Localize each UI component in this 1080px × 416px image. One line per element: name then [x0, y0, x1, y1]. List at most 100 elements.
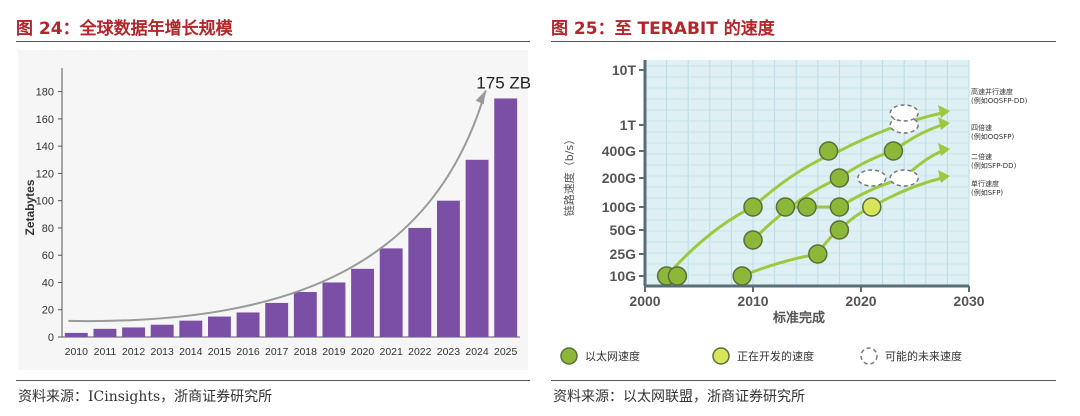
- bar-2010: [64, 332, 88, 337]
- trend-arrow-head: [938, 170, 950, 183]
- x-tick-label: 2021: [380, 346, 404, 358]
- x-tick-label: 2016: [236, 346, 260, 358]
- legend-label: 可能的未来速度: [885, 349, 962, 363]
- y-tick-label: 20: [42, 305, 54, 317]
- y-tick-label: 180: [36, 87, 54, 99]
- annotation-sublabel: (例如OQSFP-DD): [971, 96, 1028, 105]
- y-tick-label: 140: [36, 141, 54, 153]
- y-tick-label: 100: [36, 196, 54, 208]
- y-tick-label: 50G: [610, 222, 637, 238]
- left-title-rule: [16, 41, 530, 42]
- point-possible-200G: [857, 169, 887, 187]
- growth-trend-arrow: [68, 90, 487, 323]
- x-tick-label: 2015: [208, 346, 232, 358]
- right-source-text: 资料来源：以太网联盟，浙商证券研究所: [553, 389, 805, 405]
- bar-2013: [150, 324, 174, 337]
- y-tick-label: 400G: [602, 143, 636, 159]
- point-existing-25G: [808, 244, 828, 264]
- left-figure-panel: 图 24：全球数据年增长规模 0 20 40 60 80 100 120 140 160 180 Z…: [0, 0, 530, 416]
- y-tick-label: 1T: [620, 117, 637, 133]
- x-tick-label: 2023: [437, 346, 461, 358]
- left-source-text: 资料来源：ICinsights，浙商证券研究所: [18, 389, 273, 405]
- x-tick-label: 2011: [94, 346, 117, 358]
- x-tick-label: 2020: [351, 346, 375, 358]
- point-existing-100G: [829, 197, 850, 217]
- right-figure-title: 图 25：至 TERABIT 的速度: [551, 19, 775, 39]
- y-tick-label: 200G: [602, 170, 636, 186]
- y-tick-label: 160: [36, 114, 54, 126]
- bar-2020: [351, 268, 375, 337]
- bar-2021: [379, 248, 403, 337]
- annotation-label: 二倍速: [971, 152, 992, 161]
- y-tick-label: 60: [42, 250, 54, 262]
- bar-2023: [436, 200, 460, 337]
- x-tick-label: 2018: [294, 346, 318, 358]
- right-figure-panel: 图 25：至 TERABIT 的速度 10G 25G 50G 100G 200G 400G…: [551, 0, 1080, 416]
- ethernet-speed-chart: 10G 25G 50G 100G 200G 400G 1T 10T 2000 2010 2020 20…: [560, 60, 1028, 365]
- left-figure-title: 图 24：全球数据年增长规模: [16, 19, 233, 39]
- x-tick-label: 2020: [845, 293, 876, 309]
- x-tick-label: 2025: [494, 346, 518, 358]
- right-source-rule: [551, 380, 1056, 381]
- y-tick-label: 80: [42, 223, 54, 235]
- legend-swatch-in-development: [712, 347, 730, 365]
- growth-bar-chart: 0 20 40 60 80 100 120 140 160 180 Zetabytes 2010 201…: [18, 50, 530, 370]
- trend-arrow-head: [938, 105, 950, 118]
- bar-2025: [494, 98, 518, 338]
- x-tick-label: 2014: [179, 346, 203, 358]
- growth-arrow-head: [475, 90, 486, 105]
- bar-2019: [322, 282, 346, 337]
- y-tick-label: 40: [42, 277, 54, 289]
- annotation-sublabel: (例如OQSFP): [971, 132, 1014, 141]
- point-existing-10G: [667, 266, 688, 286]
- bar-2018: [293, 292, 317, 337]
- annotation-label: 四倍速: [971, 123, 992, 132]
- bar-2017: [265, 302, 289, 337]
- y-tick-label: 25G: [610, 246, 637, 262]
- x-tick-label: 2013: [151, 346, 175, 358]
- left-source-rule: [16, 380, 530, 381]
- point-possible-200G: [889, 169, 919, 187]
- bar-2012: [122, 327, 146, 337]
- point-existing-40G: [743, 230, 763, 250]
- bar-2011: [93, 328, 117, 337]
- x-tick-label: 2024: [465, 346, 489, 358]
- annotation-sublabel: (例如SFP-DD): [971, 161, 1017, 170]
- x-tick-label: 2030: [953, 293, 984, 309]
- legend-label: 正在开发的速度: [737, 349, 814, 363]
- y-axis-title: 链路速度（b/s）: [562, 134, 576, 216]
- x-tick-label: 2000: [629, 293, 660, 309]
- x-tick-label: 2019: [322, 346, 346, 358]
- legend-swatch-existing: [560, 347, 578, 365]
- x-tick-label: 2010: [65, 346, 89, 358]
- y-tick-label: 10G: [610, 268, 637, 284]
- point-existing-50G: [829, 220, 850, 240]
- x-tick-label: 2010: [737, 293, 768, 309]
- y-axis-title: Zetabytes: [23, 179, 37, 235]
- point-existing-100G: [797, 197, 817, 217]
- annotation-sublabel: (例如SFP): [971, 188, 1003, 197]
- x-tick-label: 2022: [408, 346, 432, 358]
- y-tick-label: 0: [48, 332, 54, 344]
- point-existing-100G: [743, 197, 763, 217]
- point-existing-100G: [775, 197, 796, 217]
- point-existing-400G: [883, 141, 904, 161]
- y-tick-label: 120: [36, 168, 54, 180]
- bar-2015: [207, 316, 231, 337]
- point-existing-10G: [732, 266, 752, 286]
- y-tick-label: 10T: [612, 62, 637, 78]
- legend-swatch-possible: [860, 347, 878, 365]
- trend-arrow-head: [938, 117, 950, 130]
- annotation-label: 单行速度: [971, 179, 999, 188]
- trend-arrow-head: [938, 143, 950, 156]
- x-axis-title: 标准完成: [772, 310, 825, 326]
- bar-2024: [465, 159, 489, 337]
- annotation-175zb: 175 ZB: [476, 73, 530, 92]
- bar-2016: [236, 312, 260, 337]
- x-tick-label: 2012: [122, 346, 146, 358]
- x-tick-label: 2017: [265, 346, 289, 358]
- point-existing-400G: [818, 141, 839, 161]
- bar-2014: [179, 320, 203, 337]
- annotation-label: 高速并行速度: [971, 87, 1013, 96]
- point-possible-1.5T: [889, 104, 919, 122]
